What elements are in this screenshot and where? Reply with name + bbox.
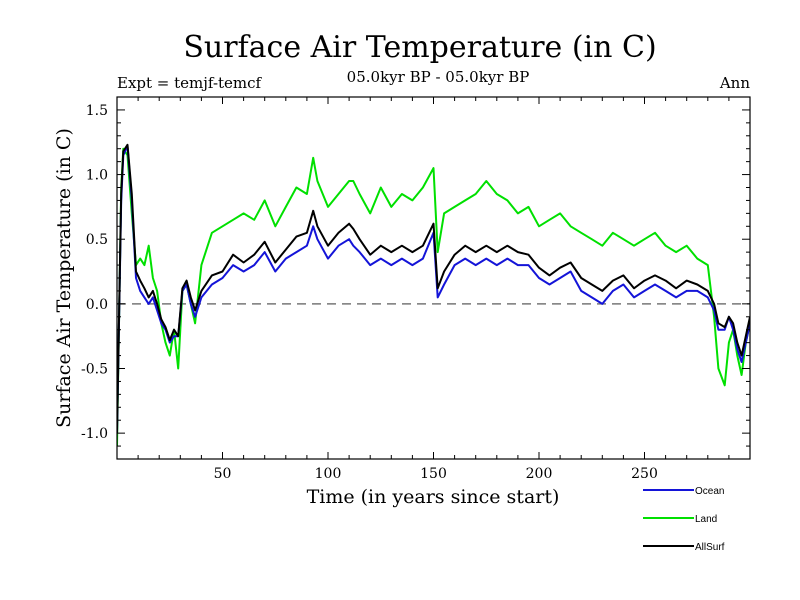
x-axis-ticks: 50 100 150 200 250 <box>137 97 730 482</box>
series-line-land <box>117 147 750 447</box>
series-lines <box>117 143 750 447</box>
series-line-allsurf <box>117 143 750 434</box>
y-tick-label: -1.0 <box>81 426 108 442</box>
chart-title: Surface Air Temperature (in C) <box>183 30 656 65</box>
period-label: 05.0kyr BP - 05.0kyr BP <box>347 68 530 86</box>
y-tick-label: 1.0 <box>86 168 108 184</box>
y-tick-label: 0.0 <box>86 297 108 313</box>
x-tick-label: 150 <box>420 466 447 482</box>
legend-label-land: Land <box>695 514 717 525</box>
legend: Ocean Land AllSurf <box>643 486 725 553</box>
plot-frame <box>116 96 751 460</box>
legend-label-allsurf: AllSurf <box>695 542 725 553</box>
y-axis-ticks: -1.0 -0.5 0.0 0.5 1.0 1.5 <box>81 103 750 447</box>
y-tick-label: 1.5 <box>86 103 108 119</box>
legend-label-ocean: Ocean <box>695 486 724 497</box>
x-tick-label: 250 <box>631 466 658 482</box>
y-tick-label: -0.5 <box>81 362 108 378</box>
experiment-label: Expt = temjf-temcf <box>117 74 263 92</box>
x-axis-label: Time (in years since start) <box>307 486 560 508</box>
y-axis-label: Surface Air Temperature (in C) <box>53 128 75 428</box>
x-tick-label: 50 <box>214 466 232 482</box>
series-line-ocean <box>117 145 750 434</box>
x-tick-label: 200 <box>526 466 553 482</box>
x-tick-label: 100 <box>315 466 342 482</box>
season-label: Ann <box>719 74 750 92</box>
y-tick-label: 0.5 <box>86 232 108 248</box>
